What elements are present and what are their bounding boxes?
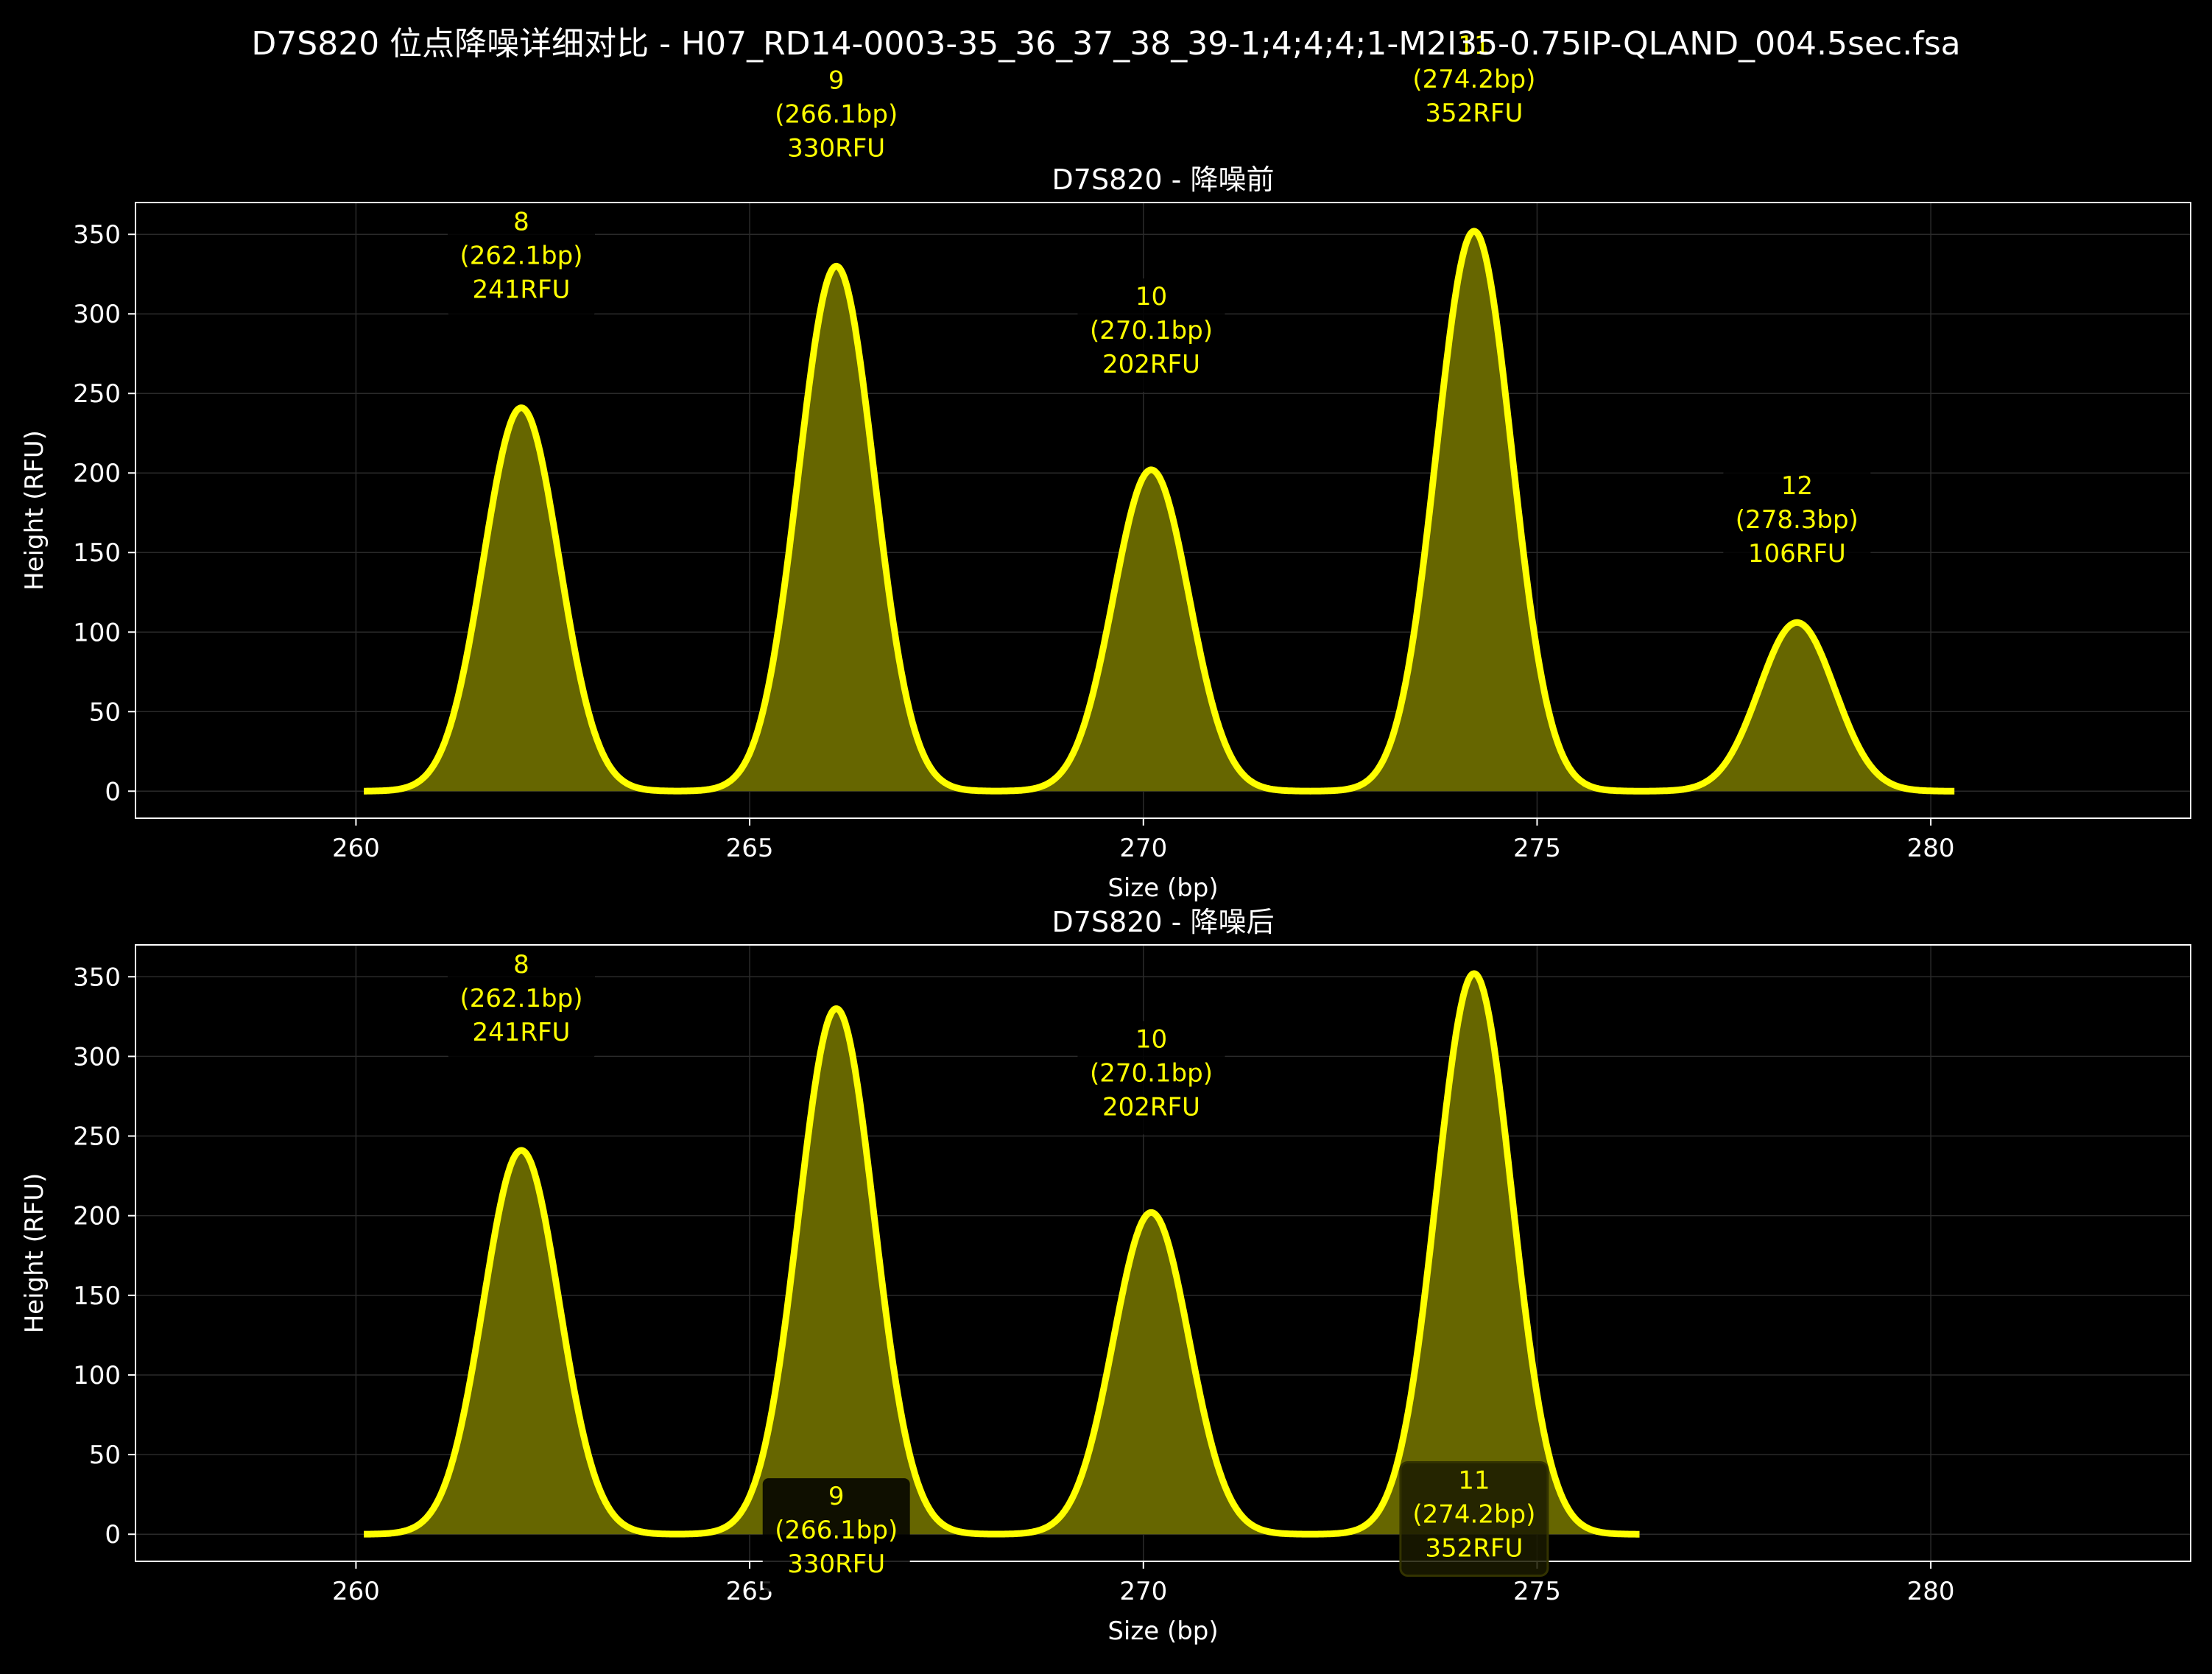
peak-label-line: 330RFU <box>787 1550 885 1579</box>
peak-label-line: (274.2bp) <box>1412 1500 1535 1530</box>
y-tick-label: 250 <box>73 1122 121 1152</box>
peak-label-line: 330RFU <box>787 133 885 163</box>
x-tick-label: 265 <box>726 834 774 863</box>
y-tick-label: 50 <box>89 697 121 727</box>
peak-label-11: 11 (274.2bp) 352RFU <box>1401 1463 1548 1576</box>
peak-label-line: (270.1bp) <box>1090 316 1213 345</box>
peak-label-line: (274.2bp) <box>1412 65 1535 94</box>
axes-title: D7S820 - 降噪后 <box>1052 906 1275 938</box>
peak-label-line: 202RFU <box>1102 1092 1200 1122</box>
y-axis-label: Height (RFU) <box>20 430 49 591</box>
peak-label-9: 9 (266.1bp) 330RFU <box>763 1478 910 1592</box>
y-axis-label: Height (RFU) <box>20 1173 49 1334</box>
y-tick-label: 350 <box>73 963 121 992</box>
y-tick-label: 250 <box>73 379 121 409</box>
peak-label-12: 12 (278.3bp) 106RFU <box>1723 468 1870 581</box>
y-tick-label: 100 <box>73 618 121 647</box>
peak-label-line: (266.1bp) <box>775 99 898 129</box>
y-tick-label: 300 <box>73 1042 121 1072</box>
y-tick-label: 300 <box>73 300 121 329</box>
peak-label-line: 8 <box>513 208 529 237</box>
y-tick-label: 0 <box>105 1520 121 1550</box>
peak-label-8: 8 (262.1bp) 241RFU <box>448 946 595 1060</box>
x-axis-label: Size (bp) <box>1107 1617 1218 1646</box>
peak-label-line: 241RFU <box>472 1018 570 1047</box>
peak-label-10: 10 (270.1bp) 202RFU <box>1077 278 1225 392</box>
peak-label-line: (278.3bp) <box>1736 505 1859 535</box>
peak-label-line: 106RFU <box>1748 539 1846 569</box>
peak-label-line: 8 <box>513 950 529 980</box>
y-tick-label: 100 <box>73 1361 121 1390</box>
peak-label-line: 10 <box>1135 282 1167 312</box>
peak-label-line: 352RFU <box>1425 1534 1523 1564</box>
x-tick-label: 270 <box>1119 1577 1167 1606</box>
peak-label-line: 11 <box>1458 1466 1490 1496</box>
y-tick-label: 0 <box>105 777 121 806</box>
peak-label-line: 241RFU <box>472 275 570 305</box>
peak-label-line: 12 <box>1781 471 1813 501</box>
peak-label-10: 10 (270.1bp) 202RFU <box>1077 1021 1225 1134</box>
peak-label-line: 352RFU <box>1425 99 1523 128</box>
peak-label-8: 8 (262.1bp) 241RFU <box>448 204 595 317</box>
x-tick-label: 260 <box>332 834 380 863</box>
y-tick-label: 150 <box>73 1281 121 1311</box>
peak-label-9: 9 (266.1bp) 330RFU <box>763 62 910 175</box>
peak-label-line: 10 <box>1135 1024 1167 1054</box>
figure-title: D7S820 位点降噪详细对比 - H07_RD14-0003-35_36_37… <box>251 25 1960 63</box>
y-tick-label: 200 <box>73 1202 121 1231</box>
y-tick-label: 150 <box>73 538 121 568</box>
peak-label-line: (266.1bp) <box>775 1516 898 1545</box>
x-tick-label: 280 <box>1907 834 1955 863</box>
peak-label-line: 9 <box>828 1482 845 1511</box>
y-tick-label: 200 <box>73 459 121 488</box>
peak-label-line: 202RFU <box>1102 350 1200 379</box>
x-tick-label: 275 <box>1513 1577 1561 1606</box>
x-tick-label: 275 <box>1513 834 1561 863</box>
y-tick-label: 50 <box>89 1441 121 1470</box>
axes-title: D7S820 - 降噪前 <box>1052 163 1275 196</box>
x-tick-label: 280 <box>1907 1577 1955 1606</box>
peak-label-line: (262.1bp) <box>459 984 582 1013</box>
x-axis-label: Size (bp) <box>1107 873 1218 903</box>
x-tick-label: 270 <box>1119 834 1167 863</box>
y-tick-label: 350 <box>73 220 121 250</box>
peak-label-line: 9 <box>828 66 845 95</box>
x-tick-label: 260 <box>332 1577 380 1606</box>
peak-label-line: (262.1bp) <box>459 242 582 271</box>
peak-label-line: (270.1bp) <box>1090 1058 1213 1088</box>
